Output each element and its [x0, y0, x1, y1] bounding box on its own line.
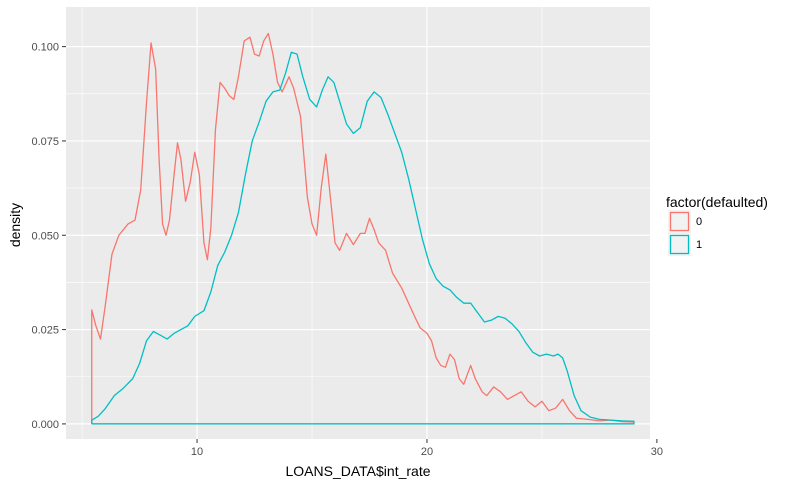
x-tick-label: 10 — [191, 446, 203, 458]
legend-items: 01 — [668, 210, 702, 256]
legend-key-bg — [668, 233, 691, 256]
legend: factor(defaulted) 01 — [666, 194, 768, 256]
panel-background — [66, 7, 650, 439]
density-series-0 — [91, 32, 635, 425]
x-axis-title: LOANS_DATA$int_rate — [286, 463, 431, 479]
legend-label: 0 — [696, 216, 702, 228]
legend-key-bg — [668, 210, 691, 233]
y-tick-label: 0.100 — [31, 42, 59, 54]
y-tick-label: 0.075 — [31, 136, 59, 148]
y-tick-label: 0.000 — [31, 419, 59, 431]
legend-label: 1 — [696, 239, 702, 251]
x-tick-label: 20 — [421, 446, 433, 458]
x-axis: 10 20 30 — [191, 439, 663, 458]
legend-title: factor(defaulted) — [666, 194, 768, 210]
legend-key-swatch — [669, 211, 690, 232]
y-axis: 0.000 0.025 0.050 0.075 0.100 — [31, 42, 66, 431]
y-tick-label: 0.025 — [31, 325, 59, 337]
density-series-1 — [91, 51, 635, 425]
y-tick-label: 0.050 — [31, 230, 59, 242]
series-layer — [91, 32, 635, 425]
legend-key-swatch — [669, 234, 690, 255]
y-axis-title: density — [7, 203, 23, 247]
minor-gridlines — [66, 7, 650, 439]
x-tick-label: 30 — [651, 446, 663, 458]
